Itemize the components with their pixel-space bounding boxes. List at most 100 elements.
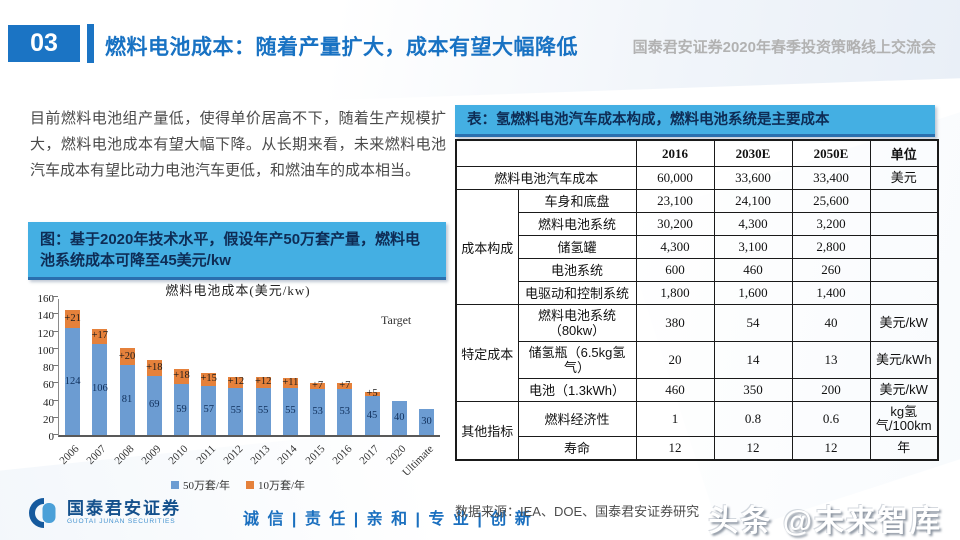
chart-y-axis: 0 20 40 60 80 100 120 140 160: [30, 293, 56, 443]
bar-segment-500k: 55: [228, 387, 244, 435]
value-cell: 4,300: [635, 235, 715, 259]
table-row: 电池（1.3kWh） 460 350 200 美元/kW: [456, 378, 939, 402]
y-tick-mark: [53, 434, 58, 435]
bar-2016: +7 53: [331, 299, 358, 435]
x-tick-2016: 2016: [330, 443, 355, 468]
logo-name-cn: 国泰君安证券: [67, 499, 181, 518]
bar-segment-500k: 53: [337, 389, 353, 435]
x-tick-2014: 2014: [275, 443, 300, 468]
row-label: 电驱动和控制系统: [517, 281, 637, 305]
bar-segment-100k: +18: [173, 368, 190, 385]
unit-cell: 美元: [869, 166, 939, 190]
bar-segment-100k: +17: [92, 328, 108, 344]
value-cell: 460: [635, 378, 715, 402]
table-caption-box: 表：氢燃料电池汽车成本构成，燃料电池系统是主要成本: [455, 105, 935, 137]
bar-segment-100k: +18: [146, 359, 162, 376]
value-cell: 24,100: [713, 189, 793, 213]
legend-label: 10万套/年: [258, 480, 306, 492]
value-cell: 20: [635, 341, 715, 379]
cost-table: 2016 2030E 2050E 单位 燃料电池汽车成本 60,000 33,600 33,4…: [455, 139, 939, 461]
y-tick-mark: [53, 365, 58, 366]
x-tick-2006: 2006: [57, 443, 82, 468]
table-row: 电池系统 600 460 260: [456, 258, 939, 282]
target-annotation: Target: [381, 313, 412, 327]
unit-cell: 年: [869, 436, 939, 461]
x-tick-2017: 2017: [357, 443, 382, 468]
row-label: 储氢瓶（6.5kg氢气）: [517, 341, 637, 379]
y-tick-label: 60: [43, 379, 54, 392]
row-label: 燃料电池系统（80kw）: [517, 304, 637, 342]
value-cell: 460: [713, 258, 793, 282]
y-tick-label: 120: [37, 327, 55, 340]
legend-swatch: [170, 481, 179, 489]
unit-cell: 美元/kW: [869, 304, 939, 342]
row-label: 车身和底盘: [517, 189, 637, 213]
value-cell: 1,600: [713, 281, 793, 305]
value-cell: 14: [713, 341, 793, 379]
bar-segment-100k: +21: [64, 309, 81, 329]
value-cell: 12: [635, 436, 715, 461]
y-tick-label: 100: [37, 344, 55, 357]
bar-segment-100k: +12: [227, 376, 245, 388]
data-source-note: 数据来源：IEA、DOE、国泰君安证券研究: [455, 504, 700, 519]
value-cell: 3,200: [791, 212, 871, 236]
chart-x-axis: 2006 2007 2008 2009 2010 2011 2012 2013 2014 2015…: [57, 440, 440, 479]
bar-segment-500k: 55: [255, 387, 271, 435]
page-title: 燃料电池成本：随着产量扩大，成本有望大幅降低: [105, 36, 578, 59]
unit-cell: kg氢气/100km: [869, 401, 939, 437]
row-label: 储氢罐: [517, 235, 637, 259]
bar-2010: +18 59: [168, 299, 195, 435]
bar-segment-500k: 45: [364, 396, 380, 435]
x-tick-2007: 2007: [84, 443, 109, 468]
table-row: 特定成本 燃料电池系统（80kw） 380 54 40 美元/kW: [455, 304, 939, 402]
x-tick-Ultimate: Ultimate: [400, 443, 437, 479]
table-row: 储氢瓶（6.5kg氢气） 20 14 13 美元/kWh: [456, 341, 939, 379]
y-tick-mark: [53, 416, 58, 418]
title-divider-bar: [87, 24, 94, 63]
row-label: 电池（1.3kWh）: [517, 378, 637, 402]
y-tick-mark: [53, 347, 58, 349]
unit-cell: [869, 189, 939, 213]
value-cell: 1: [635, 401, 715, 437]
bar-2006: +21 124: [59, 299, 86, 435]
bar-2012: +12 55: [222, 299, 249, 435]
table-row: 燃料电池汽车成本 60,000 33,600 33,400 美元: [455, 166, 939, 190]
bar-segment-500k: 30: [418, 409, 434, 435]
value-cell: 260: [791, 258, 871, 282]
chart-plot-area: Target +21 124 +17 106 +20 81 +18 69 +18 59 +15 57 +…: [53, 296, 440, 437]
unit-cell: [869, 235, 939, 259]
bar-segment-500k: 81: [119, 365, 135, 435]
value-cell: 0.8: [713, 401, 793, 437]
group-label: 成本构成: [455, 189, 519, 305]
value-cell: 25,600: [791, 189, 871, 213]
bar-segment-100k: +7: [337, 380, 353, 392]
header-blank-cell: [455, 139, 637, 167]
watermark: 头条 @未来智库: [708, 505, 942, 538]
bar-2014: +11 55: [277, 299, 304, 435]
value-cell: 60,000: [635, 166, 715, 190]
fuel-cell-cost-chart: 燃料电池成本(美元/kw) 0 20 40 60 80 100 120 140 160 Targ…: [30, 280, 446, 494]
row-label: 电池系统: [517, 258, 637, 282]
logo-text: 国泰君安证券 GUOTAI JUNAN SECURITIES: [67, 500, 181, 526]
value-cell: 30,200: [635, 212, 715, 236]
x-tick-2008: 2008: [112, 443, 137, 468]
value-cell: 380: [635, 304, 715, 342]
value-cell: 12: [791, 436, 871, 461]
value-cell: 12: [713, 436, 793, 461]
y-tick-mark: [53, 313, 58, 315]
bar-2008: +20 81: [113, 299, 140, 435]
bar-segment-500k: 59: [173, 384, 189, 435]
group-label: 特定成本: [455, 304, 519, 402]
value-cell: 2,800: [791, 235, 871, 259]
company-logo: 国泰君安证券 GUOTAI JUNAN SECURITIES: [28, 497, 181, 529]
value-cell: 33,600: [713, 166, 793, 190]
table-row: 寿命 12 12 12 年: [456, 436, 939, 461]
x-tick-2015: 2015: [302, 443, 328, 468]
bar-2009: +18 69: [141, 299, 168, 435]
x-tick-2010: 2010: [166, 443, 191, 468]
bar-segment-500k: 53: [310, 389, 326, 435]
value-cell: 33,400: [791, 166, 871, 190]
value-cell: 4,300: [713, 212, 793, 236]
y-tick-label: 140: [37, 310, 55, 323]
unit-cell: 美元/kW: [869, 378, 939, 402]
